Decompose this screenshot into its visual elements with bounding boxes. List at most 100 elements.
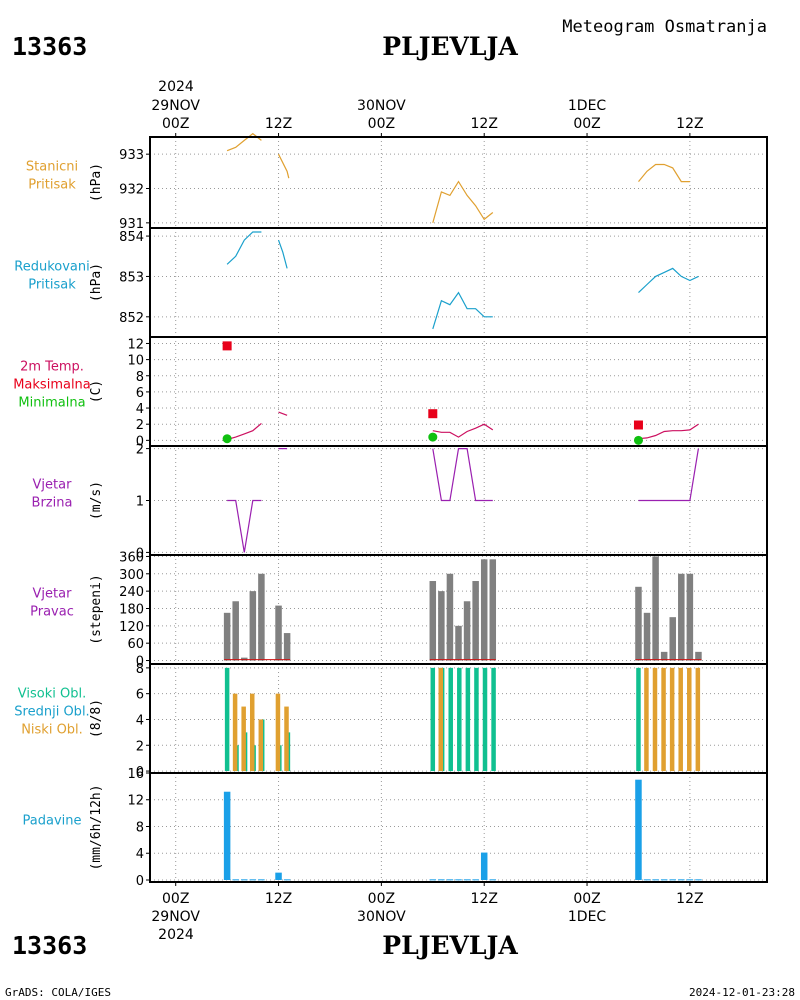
bar <box>669 617 676 661</box>
y-tick-label: 60 <box>127 637 144 652</box>
y-axis-unit: (hPa) <box>89 163 104 202</box>
panel-label: Maksimalna <box>13 378 91 393</box>
cloud-bar <box>669 667 675 772</box>
bar <box>643 879 651 881</box>
panel-label: Vjetar <box>33 478 73 493</box>
panel-frame <box>149 772 768 883</box>
bar <box>695 651 702 661</box>
y-axis-unit: (C) <box>89 380 104 403</box>
bar <box>429 879 437 881</box>
cloud-bar <box>224 667 230 772</box>
bar <box>429 581 437 661</box>
y-axis-unit: (stepeni) <box>89 574 104 644</box>
time-tick-label-bottom: 12Z <box>676 891 703 907</box>
bar <box>455 879 462 881</box>
bar <box>463 601 471 661</box>
bar <box>446 879 454 881</box>
station-name-top: PLJEVLJA <box>382 32 518 61</box>
station-name-bottom: PLJEVLJA <box>382 931 518 960</box>
year-label-top: 2024 <box>158 79 194 95</box>
panel-label: Stanicni <box>26 160 78 175</box>
bar <box>635 779 642 880</box>
bar <box>489 559 497 661</box>
time-tick-label-bottom: 00Z <box>162 891 189 907</box>
bar <box>472 879 479 881</box>
bar <box>635 586 642 661</box>
panel-reduced-pressure: 852 853 854 (hPa)Redukovani Pritisak <box>14 227 768 338</box>
y-tick-label: 853 <box>119 270 144 285</box>
y-tick-label: 300 <box>119 568 144 583</box>
bar <box>258 573 265 661</box>
bar <box>258 879 265 881</box>
credit: GrADS: COLA/IGES <box>5 986 111 999</box>
panel-label: Niski Obl. <box>21 723 83 738</box>
bar <box>480 559 488 661</box>
panel-label: Pritisak <box>28 178 76 193</box>
cloud-bar <box>491 667 496 772</box>
y-tick-label: 240 <box>119 585 144 600</box>
cloud-bar <box>249 693 255 772</box>
panel-station-pressure: 931 932 933 (hPa) Stanicni Pritisak <box>26 132 768 232</box>
y-tick-label: 2 <box>136 443 144 458</box>
y-tick-label: 0 <box>136 765 144 780</box>
y-tick-label: 12 <box>127 337 144 352</box>
y-tick-label: 933 <box>119 148 144 163</box>
cloud-bar <box>258 719 264 772</box>
panel-label: Srednji Obl. <box>14 705 89 720</box>
y-tick-label: 10 <box>127 354 144 369</box>
series-line <box>432 180 494 223</box>
panel-label: Redukovani <box>14 260 89 275</box>
bar <box>695 879 702 881</box>
panel-precipitation: 0 4 8 12 16 (mm/6h/12h) Padavine <box>23 767 768 889</box>
series-line <box>277 239 288 269</box>
bar <box>438 591 445 661</box>
series-line <box>226 422 262 441</box>
bar <box>643 612 651 661</box>
y-axis-unit: (m/s) <box>89 481 104 520</box>
cloud-bar <box>438 667 444 772</box>
series-line <box>226 132 262 152</box>
series-line <box>278 411 288 416</box>
y-axis-unit: (mm/6h/12h) <box>89 784 104 870</box>
bar <box>232 879 239 881</box>
cloud-bar <box>232 693 238 772</box>
cloud-bar <box>482 667 488 772</box>
time-tick-label-bottom: 00Z <box>573 891 600 907</box>
date-label-bottom: 30NOV <box>357 909 406 925</box>
cloud-bar <box>652 667 658 772</box>
cloud-bar <box>636 667 641 772</box>
y-tick-label: 0 <box>136 874 144 889</box>
series-line <box>432 291 493 330</box>
bar <box>241 657 248 661</box>
cloud-bar <box>661 667 666 772</box>
y-tick-label: 180 <box>119 602 144 617</box>
station-id-top: 13363 <box>12 32 87 61</box>
cloud-bar <box>430 667 436 772</box>
y-tick-label: 6 <box>136 688 144 703</box>
panel-label: Padavine <box>23 814 82 829</box>
panel-clouds: 0 2 4 6 8 (8/8)Visoki Obl. Srednji Obl. Niski O… <box>14 662 768 780</box>
y-tick-label: 932 <box>119 183 144 198</box>
y-tick-label: 0 <box>136 434 144 449</box>
cloud-bar <box>465 667 471 772</box>
bar <box>678 879 685 881</box>
timestamp: 2024-12-01-23:28 <box>689 986 795 999</box>
bar <box>249 591 257 661</box>
bar <box>283 879 291 881</box>
y-tick-label: 2 <box>136 739 144 754</box>
max-temp-marker <box>633 420 643 430</box>
bar <box>232 601 239 661</box>
cloud-bar <box>284 706 289 772</box>
date-label-bottom: 1DEC <box>568 909 607 925</box>
bar <box>652 879 659 881</box>
bar <box>472 581 479 661</box>
series-line <box>226 231 262 265</box>
series-line <box>227 499 262 553</box>
max-temp-marker <box>428 409 438 419</box>
station-id-bottom: 13363 <box>12 931 87 960</box>
bar <box>678 573 685 661</box>
bar <box>686 573 694 661</box>
y-tick-label: 2 <box>136 418 144 433</box>
time-tick-label-bottom: 00Z <box>368 891 395 907</box>
